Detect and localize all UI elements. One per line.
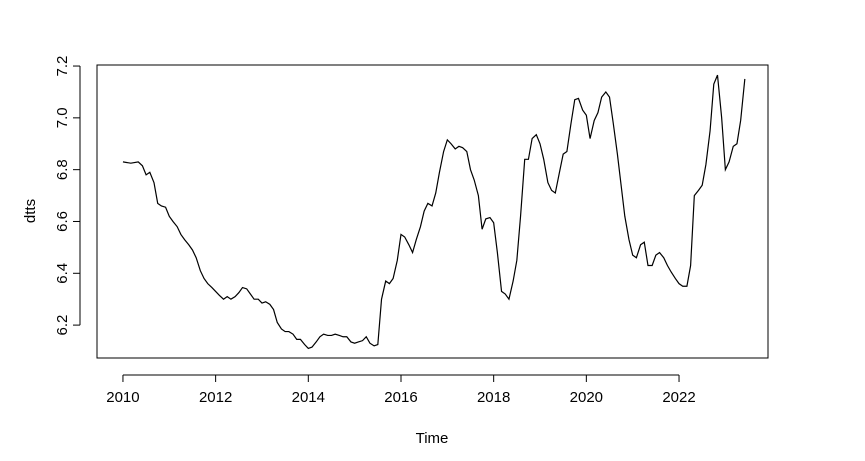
- x-tick-label: 2010: [106, 389, 139, 406]
- series-line: [122, 74, 746, 350]
- y-axis-label: dtts: [22, 199, 39, 223]
- y-tick-label: 6.8: [54, 159, 71, 180]
- y-tick-label: 6.2: [54, 315, 71, 336]
- x-axis-label: Time: [416, 430, 449, 447]
- x-tick-label: 2020: [570, 389, 603, 406]
- y-tick-label: 7.2: [54, 56, 71, 77]
- y-tick-label: 6.4: [54, 263, 71, 284]
- plot-frame: [96, 64, 769, 359]
- x-tick-label: 2014: [292, 389, 325, 406]
- x-tick-label: 2016: [384, 389, 417, 406]
- x-tick-label: 2018: [477, 389, 510, 406]
- x-tick-label: 2022: [662, 389, 695, 406]
- y-tick-label: 6.6: [54, 211, 71, 232]
- y-tick-label: 7.0: [54, 107, 71, 128]
- x-tick-label: 2012: [199, 389, 232, 406]
